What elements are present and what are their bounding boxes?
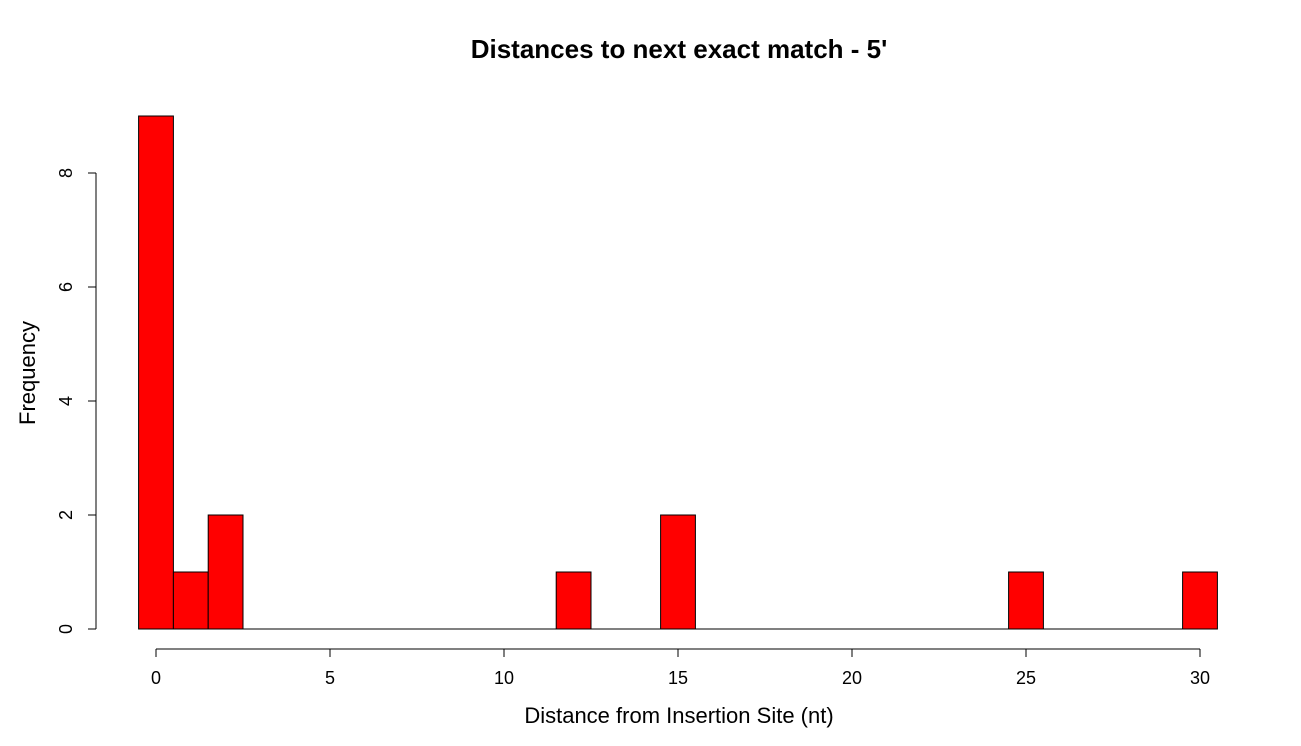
histogram-bar xyxy=(1182,571,1218,630)
y-tick-label: 4 xyxy=(56,396,76,406)
y-axis: 0 2 4 6 8 xyxy=(56,168,97,634)
x-tick-label: 10 xyxy=(494,668,514,688)
x-tick-label: 20 xyxy=(842,668,862,688)
y-tick-label: 6 xyxy=(56,282,76,292)
x-tick-label: 30 xyxy=(1190,668,1210,688)
histogram-bar xyxy=(172,571,209,630)
y-tick-label: 2 xyxy=(56,510,76,520)
histogram-bar xyxy=(138,115,174,630)
bars-group xyxy=(138,115,1218,630)
x-tick-label: 5 xyxy=(325,668,335,688)
histogram-bar xyxy=(660,514,696,630)
histogram-bar xyxy=(1008,571,1044,630)
x-tick-label: 0 xyxy=(151,668,161,688)
x-tick-label: 15 xyxy=(668,668,688,688)
chart-title: Distances to next exact match - 5' xyxy=(471,34,888,64)
histogram-bar xyxy=(555,571,592,630)
y-tick-label: 0 xyxy=(56,624,76,634)
y-axis-label: Frequency xyxy=(15,321,40,425)
x-tick-label: 25 xyxy=(1016,668,1036,688)
histogram-bar xyxy=(207,514,244,630)
x-axis: 0 5 10 15 20 25 30 xyxy=(151,648,1210,688)
y-tick-label: 8 xyxy=(56,168,76,178)
x-axis-label: Distance from Insertion Site (nt) xyxy=(524,703,833,728)
